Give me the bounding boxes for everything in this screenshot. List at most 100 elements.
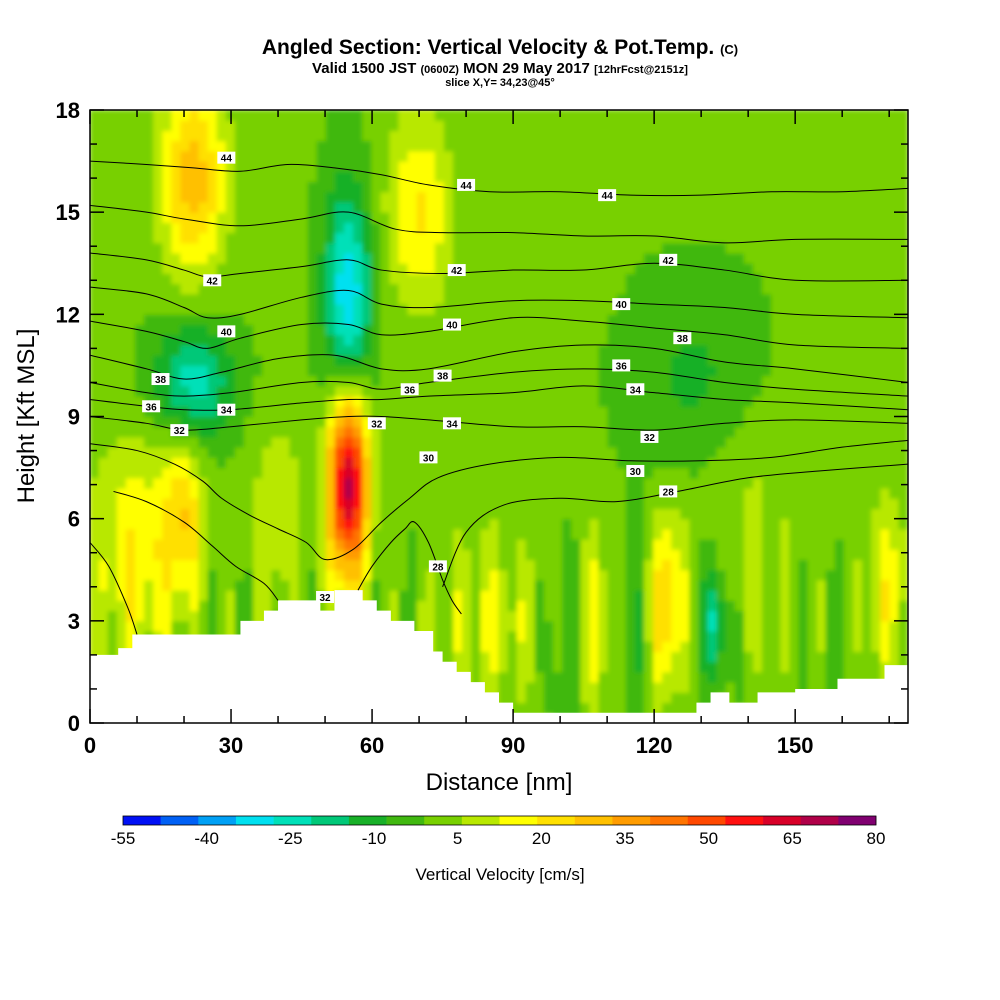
velocity-cell — [362, 538, 373, 550]
velocity-cell — [225, 242, 236, 254]
velocity-cell — [516, 589, 527, 601]
velocity-cell — [862, 191, 873, 203]
velocity-cell — [207, 487, 218, 499]
velocity-cell — [416, 150, 427, 162]
velocity-cell — [125, 221, 136, 234]
velocity-cell — [898, 518, 908, 530]
velocity-cell — [489, 620, 500, 632]
velocity-cell — [852, 497, 864, 509]
velocity-cell — [207, 528, 218, 540]
velocity-cell — [852, 303, 864, 315]
velocity-cell — [343, 477, 355, 489]
velocity-cell — [607, 385, 618, 397]
velocity-cell — [616, 324, 627, 336]
velocity-cell — [480, 405, 491, 417]
velocity-cell — [298, 272, 309, 285]
velocity-cell — [334, 324, 345, 336]
velocity-cell — [716, 507, 727, 520]
velocity-cell — [153, 201, 164, 213]
velocity-cell — [889, 416, 900, 428]
velocity-cell — [362, 395, 373, 407]
velocity-cell — [516, 364, 527, 377]
velocity-cell — [816, 283, 827, 295]
velocity-cell — [525, 518, 536, 530]
velocity-cell — [489, 610, 500, 622]
velocity-cell — [453, 334, 464, 346]
velocity-cell — [207, 313, 218, 326]
velocity-cell — [144, 170, 155, 183]
velocity-cell — [325, 477, 336, 489]
velocity-cell — [471, 538, 482, 550]
velocity-cell — [144, 375, 155, 387]
velocity-cell — [689, 497, 700, 509]
velocity-cell — [462, 518, 473, 530]
velocity-cell — [198, 334, 209, 346]
velocity-cell — [134, 589, 146, 601]
velocity-cell — [716, 272, 727, 285]
velocity-cell — [543, 497, 555, 509]
velocity-cell — [198, 181, 209, 193]
velocity-cell — [471, 405, 482, 417]
velocity-cell — [771, 405, 782, 417]
velocity-cell — [90, 252, 100, 264]
velocity-cell — [98, 467, 109, 479]
velocity-cell — [234, 150, 246, 162]
velocity-cell — [662, 272, 673, 285]
velocity-cell — [189, 518, 200, 530]
velocity-cell — [416, 436, 427, 448]
velocity-cell — [834, 211, 845, 223]
velocity-cell — [653, 334, 664, 346]
velocity-cell — [680, 426, 691, 438]
velocity-cell — [453, 610, 464, 622]
velocity-cell — [507, 232, 518, 244]
velocity-cell — [225, 446, 236, 458]
velocity-cell — [180, 170, 191, 183]
velocity-cell — [453, 221, 464, 234]
velocity-cell — [253, 456, 264, 469]
velocity-cell — [653, 313, 664, 326]
velocity-cell — [607, 548, 618, 561]
velocity-cell — [852, 487, 864, 499]
velocity-cell — [425, 313, 436, 326]
velocity-cell — [862, 477, 873, 489]
velocity-cell — [725, 579, 736, 591]
velocity-cell — [598, 354, 609, 366]
velocity-cell — [625, 477, 636, 489]
velocity-cell — [280, 467, 291, 479]
velocity-cell — [689, 650, 700, 663]
velocity-cell — [416, 242, 427, 254]
velocity-cell — [662, 405, 673, 417]
velocity-cell — [834, 303, 845, 315]
velocity-cell — [125, 232, 136, 244]
velocity-cell — [198, 589, 209, 601]
velocity-cell — [98, 589, 109, 601]
velocity-cell — [880, 497, 891, 509]
velocity-cell — [462, 569, 473, 581]
velocity-cell — [180, 181, 191, 193]
velocity-cell — [734, 344, 745, 356]
velocity-cell — [625, 446, 636, 458]
velocity-cell — [198, 313, 209, 326]
velocity-cell — [90, 446, 100, 458]
velocity-cell — [471, 487, 482, 499]
velocity-cell — [162, 599, 173, 612]
velocity-cell — [171, 538, 182, 550]
velocity-cell — [843, 589, 854, 601]
velocity-cell — [262, 313, 273, 326]
velocity-cell — [471, 170, 482, 183]
velocity-cell — [562, 375, 573, 387]
velocity-cell — [389, 252, 400, 264]
velocity-cell — [562, 599, 573, 612]
velocity-cell — [616, 252, 627, 264]
velocity-cell — [862, 559, 873, 571]
velocity-cell — [743, 589, 754, 601]
velocity-cell — [271, 232, 282, 244]
velocity-cell — [598, 579, 609, 591]
velocity-cell — [216, 232, 227, 244]
velocity-cell — [425, 211, 436, 223]
velocity-cell — [125, 589, 136, 601]
velocity-cell — [553, 518, 564, 530]
velocity-cell — [807, 671, 818, 683]
velocity-cell — [153, 232, 164, 244]
velocity-cell — [589, 467, 600, 479]
